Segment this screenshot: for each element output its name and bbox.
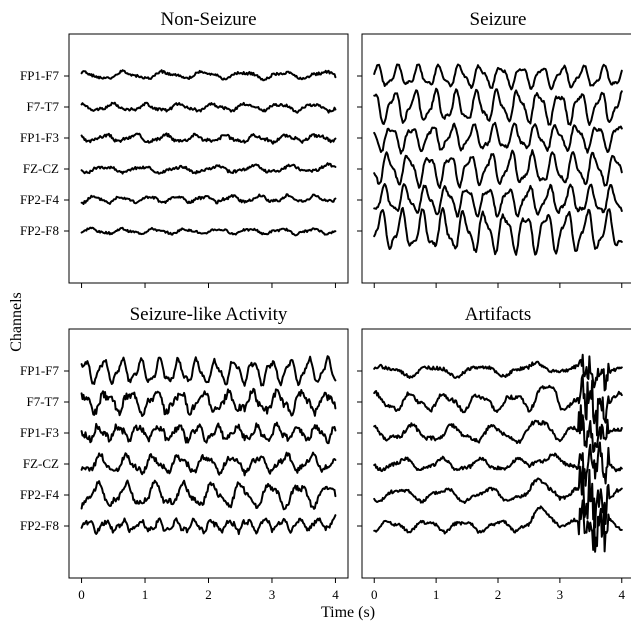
x-tick-label: 4 [332, 587, 339, 602]
eeg-trace-f7-t7 [373, 87, 623, 126]
channel-label: FP2-F4 [20, 192, 60, 207]
channel-label: FP2-F4 [20, 487, 60, 502]
channel-label: FP1-F3 [20, 425, 59, 440]
panel-title: Seizure [470, 9, 527, 30]
eeg-trace-fp2-f4 [373, 465, 623, 529]
panel-3: Seizure-like Activity 0 1 2 3 4 FP1-F7 F7-T7 FP1… [20, 304, 349, 602]
eeg-trace-fp1-f3 [80, 132, 337, 145]
eeg-trace-fp2-f4 [80, 193, 337, 205]
channel-label: FZ-CZ [23, 161, 59, 176]
eeg-trace-fp2-f8 [373, 499, 623, 553]
channel-label: FZ-CZ [23, 456, 59, 471]
channel-label: FP2-F8 [20, 223, 59, 238]
x-tick-label: 0 [371, 587, 378, 602]
panel-title: Artifacts [465, 304, 531, 325]
x-tick-label: 1 [142, 587, 149, 602]
panel-title: Seizure-like Activity [130, 304, 288, 325]
x-tick-label: 3 [269, 587, 276, 602]
plot-frame [68, 33, 349, 284]
x-tick-label: 0 [78, 587, 85, 602]
channel-label: FP1-F3 [20, 130, 59, 145]
channel-label: FP1-F7 [20, 363, 60, 378]
panel-4: Artifacts 0 1 2 3 4 [357, 304, 631, 602]
channel-label: F7-T7 [27, 99, 60, 114]
x-tick-label: 4 [619, 587, 626, 602]
eeg-trace-fp1-f7 [373, 63, 623, 91]
eeg-trace-fp1-f7 [80, 355, 337, 387]
eeg-trace-fp2-f8 [80, 226, 337, 237]
eeg-trace-f7-t7 [80, 387, 337, 417]
x-tick-label: 3 [557, 587, 564, 602]
y-axis-label: Channels [8, 292, 25, 352]
x-axis-label: Time (s) [321, 604, 375, 621]
panel-1: Non-Seizure FP1-F7 F7-T7 FP1-F3 FZ-CZ FP2-F4 F… [20, 9, 349, 288]
eeg-trace-fp1-f3 [373, 121, 623, 155]
channel-label: FP1-F7 [20, 68, 60, 83]
eeg-trace-fp1-f3 [373, 404, 623, 453]
x-tick-label: 2 [495, 587, 502, 602]
panel-title: Non-Seizure [160, 9, 256, 30]
panel-2: Seizure [357, 9, 631, 288]
channel-label: F7-T7 [27, 394, 60, 409]
eeg-trace-fz-cz [373, 149, 623, 189]
eeg-trace-fp2-f8 [373, 206, 623, 256]
eeg-trace-fp2-f8 [80, 514, 337, 536]
channel-label: FP2-F8 [20, 518, 59, 533]
eeg-trace-fp2-f4 [373, 183, 623, 218]
eeg-trace-fp1-f7 [80, 69, 337, 82]
eeg-trace-fz-cz [80, 451, 337, 477]
eeg-trace-fz-cz [80, 162, 337, 175]
x-tick-label: 1 [433, 587, 440, 602]
eeg-trace-fp1-f3 [80, 421, 337, 445]
eeg-trace-f7-t7 [80, 101, 337, 114]
eeg-trace-f7-t7 [373, 374, 623, 437]
eeg-trace-fp1-f7 [373, 353, 623, 392]
eeg-trace-fz-cz [373, 441, 623, 487]
eeg-trace-fp2-f4 [80, 479, 337, 511]
x-tick-label: 2 [205, 587, 212, 602]
